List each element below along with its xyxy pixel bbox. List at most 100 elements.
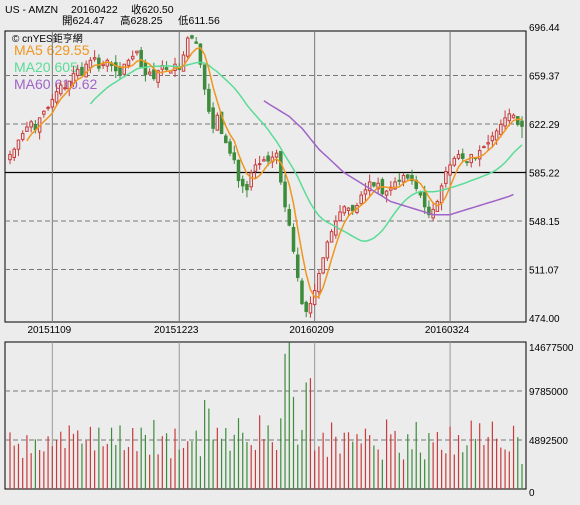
candle-body: [435, 201, 440, 212]
volume-bar: [60, 431, 62, 489]
volume-panel-frame: [4, 341, 527, 490]
candle-body: [105, 59, 110, 67]
volume-bar: [369, 435, 371, 489]
volume-bar: [347, 432, 350, 489]
volume-bar: [500, 447, 502, 489]
candle-body: [350, 204, 355, 212]
volume-bar: [140, 427, 142, 489]
volume-bar: [330, 422, 333, 489]
quote-date: 20160422: [71, 4, 118, 16]
volume-bar: [132, 428, 134, 489]
volume-bar: [22, 457, 24, 489]
volume-bar: [34, 439, 36, 489]
volume-bar: [512, 425, 515, 489]
x-tick-label: 20151223: [154, 325, 199, 336]
candle-body: [499, 123, 503, 135]
candle-body: [507, 113, 512, 122]
volume-bar: [250, 445, 252, 489]
volume-bar: [398, 452, 400, 489]
candle-body: [384, 190, 389, 196]
volume-bar: [356, 434, 358, 489]
volume-bar: [496, 438, 498, 489]
candle-body: [439, 185, 444, 204]
volume-tick-label: 0: [529, 488, 535, 499]
volume-bar: [68, 425, 70, 489]
volume-bar: [199, 456, 202, 489]
candle-body: [342, 206, 347, 214]
close-price: 收620.50: [131, 3, 174, 16]
volume-bar: [424, 459, 426, 489]
candle-body: [262, 159, 266, 162]
volume-bar: [292, 396, 295, 489]
candle-body: [304, 301, 308, 312]
volume-bar: [212, 439, 214, 489]
volume-bar: [153, 419, 155, 489]
volume-bar: [453, 454, 455, 489]
candle-body: [448, 164, 452, 176]
candle-body: [92, 57, 97, 60]
volume-bar: [123, 450, 125, 489]
candle-body: [185, 37, 190, 57]
volume-bar: [43, 451, 45, 489]
volume-bar: [77, 430, 79, 489]
volume-bar: [271, 442, 273, 489]
candle-body: [84, 63, 88, 78]
candle-body: [20, 133, 25, 140]
candle-body: [253, 164, 258, 172]
volume-bar: [144, 434, 147, 489]
candle-body: [490, 135, 495, 142]
volume-bar: [297, 444, 299, 489]
volume-bar: [284, 353, 286, 489]
candle-body: [181, 54, 186, 72]
candle-body: [338, 211, 342, 222]
candle-body: [321, 257, 325, 274]
volume-bar: [445, 453, 447, 489]
volume-bar: [165, 433, 168, 489]
volume-bar: [119, 425, 121, 489]
candle-body: [397, 179, 402, 182]
candle-body: [135, 50, 139, 54]
volume-bar: [508, 451, 510, 489]
volume-bar: [161, 436, 163, 489]
volume-bar: [149, 454, 151, 489]
volume-bar: [98, 427, 100, 489]
candle-body: [202, 64, 207, 90]
volume-bar: [216, 427, 218, 489]
candle-body: [198, 43, 203, 65]
price-tick-label: 511.07: [529, 266, 559, 277]
volume-bar: [13, 445, 15, 489]
candle-body: [139, 49, 143, 68]
volume-bar: [246, 441, 248, 489]
candle-body: [300, 280, 304, 305]
candle-body: [71, 72, 76, 84]
volume-bar: [254, 449, 257, 489]
candle-body: [232, 152, 237, 161]
ma5-line: [26, 46, 523, 299]
candle-body: [122, 63, 127, 75]
volume-bar: [110, 427, 113, 489]
volume-bar: [242, 432, 244, 489]
volume-bar: [309, 378, 312, 489]
volume-bar: [462, 452, 464, 489]
candle-body: [164, 67, 169, 70]
volume-bar: [407, 434, 409, 489]
volume-bar: [64, 447, 66, 489]
volume-bar: [343, 432, 345, 489]
volume-bar: [432, 442, 434, 489]
volume-bar: [233, 434, 235, 489]
volume-bar: [136, 451, 138, 489]
volume-bar: [318, 446, 320, 489]
candle-body: [283, 181, 287, 208]
candle-body: [287, 209, 292, 226]
candle-body: [143, 62, 148, 76]
volume-bar: [280, 418, 282, 489]
volume-bar: [373, 445, 375, 489]
candle-body: [101, 63, 105, 66]
volume-bar: [259, 415, 261, 489]
candle-body: [88, 59, 93, 69]
volume-bar: [402, 459, 405, 489]
candle-body: [25, 126, 29, 132]
volume-bar: [191, 441, 193, 489]
volume-bar: [360, 443, 362, 489]
candle-body: [291, 226, 296, 252]
